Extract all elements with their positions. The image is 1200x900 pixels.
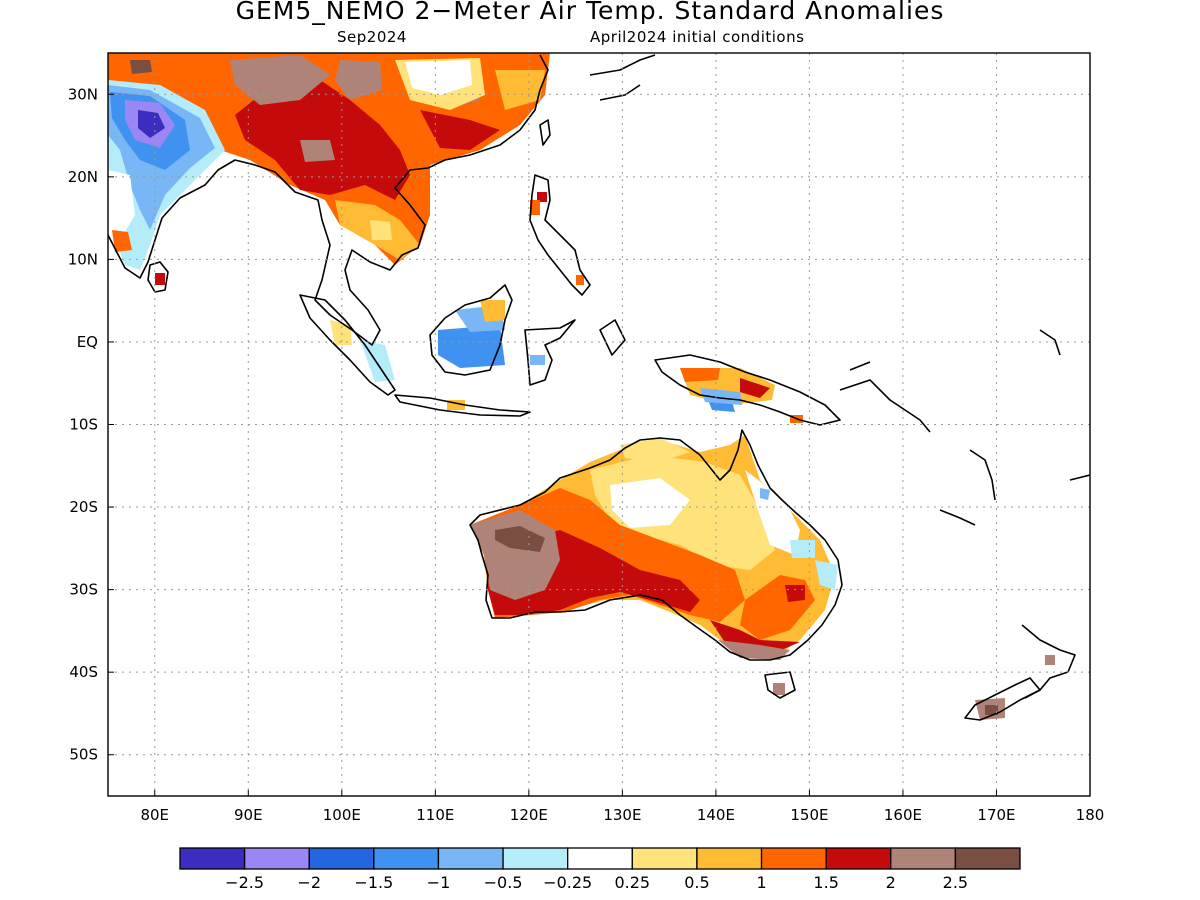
- map-title: GEM5_NEMO 2−Meter Air Temp. Standard Ano…: [235, 0, 945, 25]
- colorbar-swatch: [373, 847, 440, 870]
- colorbar-swatch: [179, 847, 246, 870]
- latitude-axis: 30N 20N 10N EQ 10S 20S 30S 40S 50S: [68, 85, 114, 764]
- colorbar-label: −0.5: [484, 873, 523, 892]
- lat-tick-label: 10S: [69, 416, 98, 434]
- colorbar-swatch: [696, 847, 763, 870]
- lat-tick-label: 30N: [68, 85, 98, 103]
- colorbar-label: 2.5: [943, 873, 968, 892]
- colorbar-swatch: [890, 847, 957, 870]
- colorbar-label: −1: [427, 873, 451, 892]
- graticule: [108, 53, 1090, 796]
- colorbar-swatch: [243, 847, 310, 870]
- colorbar-swatch: [825, 847, 892, 870]
- lon-tick-label: 110E: [416, 806, 454, 824]
- valid-month: Sep2024: [337, 28, 407, 46]
- australia-anomaly: [470, 435, 838, 695]
- colorbar-swatch: [567, 847, 633, 870]
- lat-tick-label: 50S: [69, 746, 98, 764]
- colorbar-swatch: [308, 847, 375, 870]
- colorbar-label: 2: [886, 873, 896, 892]
- colorbar: −2.5 −2 −1.5 −1 −0.5 −0.25 0.25 0.5 1 1.5 2 2.5: [179, 847, 1021, 892]
- lon-tick-label: 160E: [884, 806, 922, 824]
- lon-tick-label: 130E: [603, 806, 641, 824]
- lat-tick-label: 20N: [68, 168, 98, 186]
- lat-tick-label: 40S: [69, 663, 98, 681]
- colorbar-label: 1.5: [813, 873, 838, 892]
- colorbar-label: 0.5: [684, 873, 709, 892]
- colorbar-swatch: [631, 847, 698, 870]
- lon-tick-label: 180: [1076, 806, 1105, 824]
- lon-tick-label: 120E: [510, 806, 548, 824]
- india-cold-anomaly: [108, 80, 225, 285]
- colorbar-swatch: [954, 847, 1021, 870]
- lon-tick-label: 170E: [977, 806, 1015, 824]
- lon-tick-label: 80E: [140, 806, 169, 824]
- colorbar-label: 1: [756, 873, 766, 892]
- lon-tick-label: 150E: [790, 806, 828, 824]
- lon-tick-label: 90E: [234, 806, 263, 824]
- lat-tick-label: 20S: [69, 498, 98, 516]
- longitude-axis: 80E 90E 100E 110E 120E 130E 140E 150E 160E 170E 18…: [140, 790, 1104, 824]
- coastlines: [108, 54, 1090, 721]
- colorbar-label: −0.25: [543, 873, 592, 892]
- colorbar-label: 0.25: [614, 873, 650, 892]
- anomaly-shading: [108, 53, 1055, 720]
- initial-conditions: April2024 initial conditions: [590, 28, 805, 46]
- colorbar-label: −2: [297, 873, 321, 892]
- nz-anomaly: [975, 655, 1055, 720]
- asia-warm-anomaly: [108, 53, 550, 265]
- colorbar-swatch: [502, 847, 569, 870]
- lat-tick-label: 10N: [68, 250, 98, 268]
- colorbar-swatch: [760, 847, 827, 870]
- lat-tick-label: EQ: [77, 333, 98, 351]
- colorbar-label: −2.5: [225, 873, 264, 892]
- lon-tick-label: 140E: [697, 806, 735, 824]
- colorbar-swatch: [437, 847, 504, 870]
- colorbar-label: −1.5: [354, 873, 393, 892]
- lat-tick-label: 30S: [69, 581, 98, 599]
- lon-tick-label: 100E: [323, 806, 361, 824]
